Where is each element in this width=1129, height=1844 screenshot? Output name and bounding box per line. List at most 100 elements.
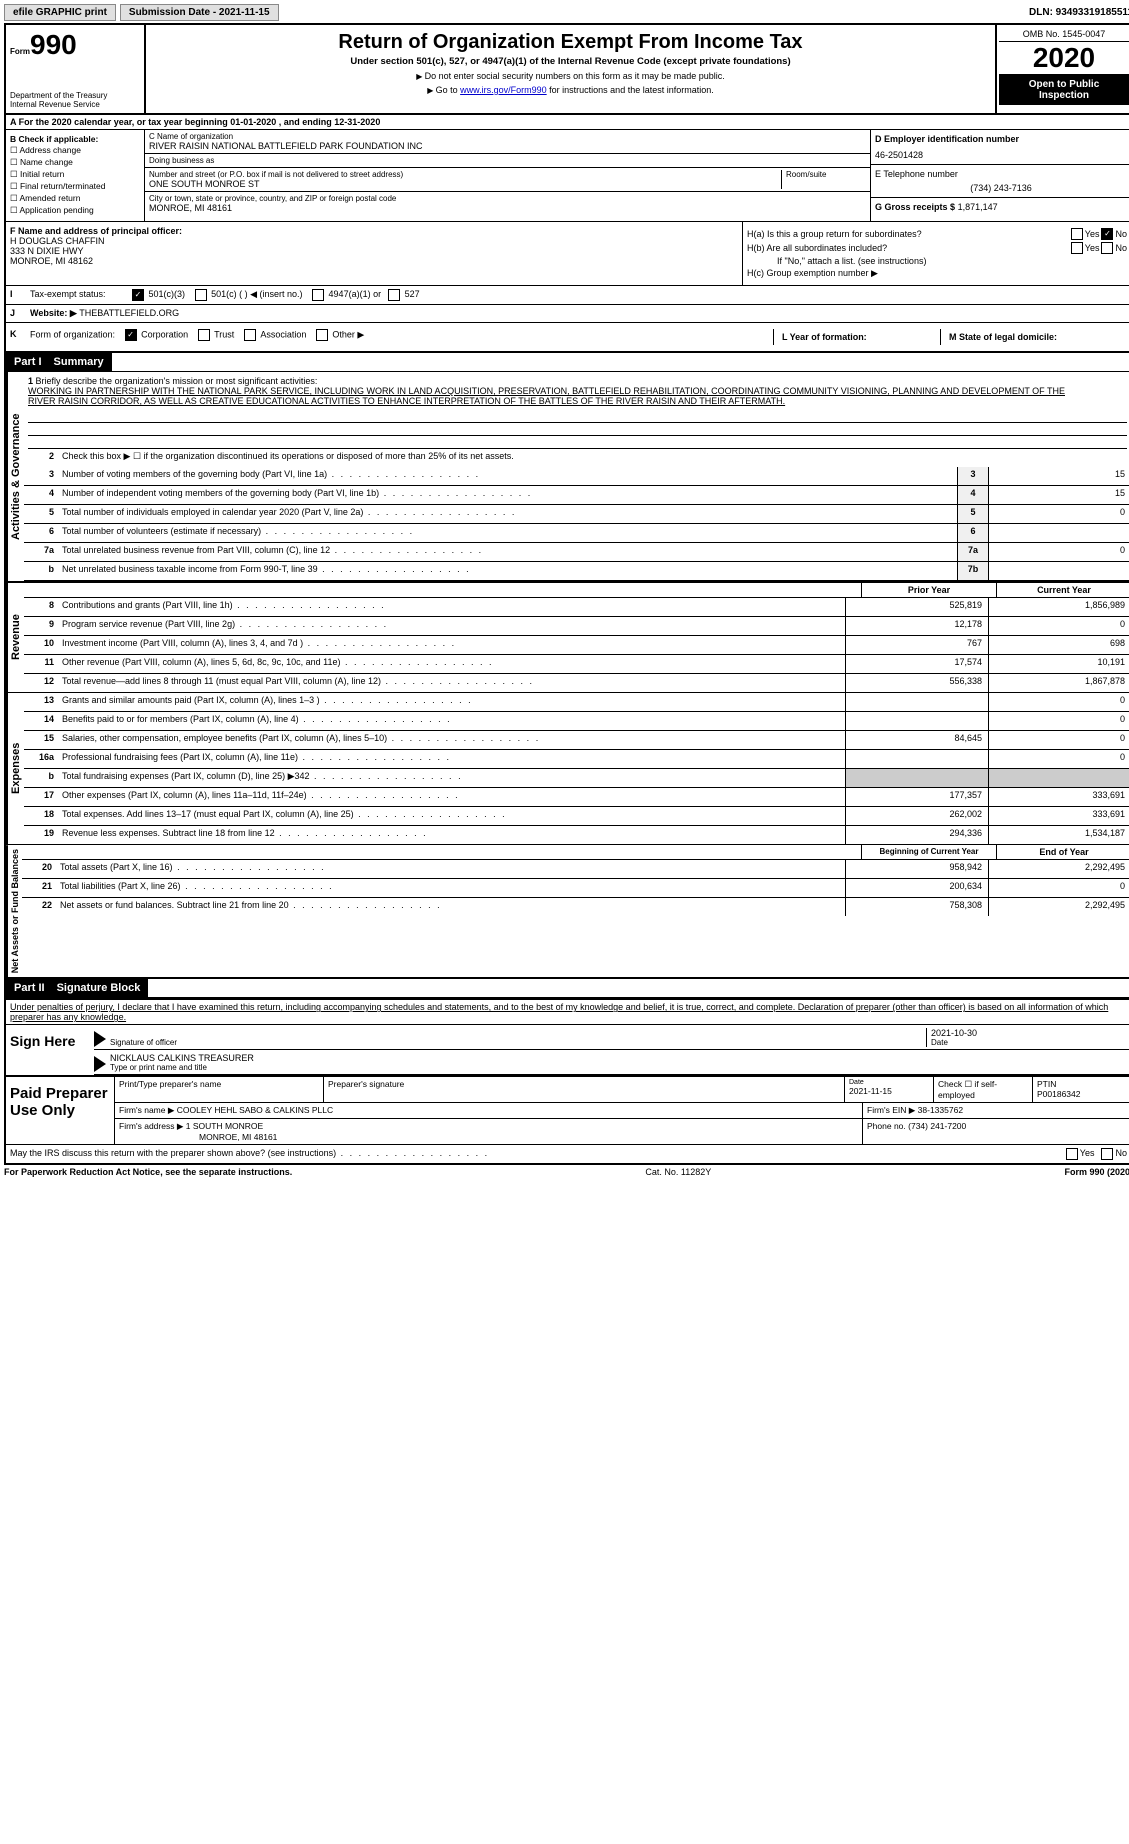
opt-assoc: Association xyxy=(260,329,306,339)
table-row: 17 Other expenses (Part IX, column (A), … xyxy=(24,788,1129,807)
table-row: 3 Number of voting members of the govern… xyxy=(24,467,1129,486)
city-label: City or town, state or province, country… xyxy=(149,194,396,203)
sig-date-value: 2021-10-30 xyxy=(931,1028,1129,1038)
line-text: Number of independent voting members of … xyxy=(58,486,957,504)
goto-text: Go to xyxy=(436,85,461,95)
line-text: Number of voting members of the governin… xyxy=(58,467,957,485)
mission-rule-3 xyxy=(28,436,1127,449)
table-row: 13 Grants and similar amounts paid (Part… xyxy=(24,693,1129,712)
expenses-section: Expenses 13 Grants and similar amounts p… xyxy=(6,692,1129,844)
header-right: OMB No. 1545-0047 2020 Open to Public In… xyxy=(995,25,1129,113)
line-text: Total number of volunteers (estimate if … xyxy=(58,524,957,542)
cb-corporation[interactable] xyxy=(125,329,137,341)
form-subtitle: Under section 501(c), 527, or 4947(a)(1)… xyxy=(150,56,991,67)
line-value: 15 xyxy=(988,486,1129,504)
efile-print-button[interactable]: efile GRAPHIC print xyxy=(4,4,116,21)
table-row: 6 Total number of volunteers (estimate i… xyxy=(24,524,1129,543)
cb-address-change[interactable]: ☐ Address change xyxy=(10,145,140,156)
table-row: 21 Total liabilities (Part X, line 26) 2… xyxy=(22,879,1129,898)
part2-title: Signature Block xyxy=(49,979,149,997)
table-row: 11 Other revenue (Part VIII, column (A),… xyxy=(24,655,1129,674)
line2-text: Check this box ▶ ☐ if the organization d… xyxy=(58,449,1129,467)
row-i-label: I xyxy=(10,289,30,301)
current-value: 0 xyxy=(988,617,1129,635)
cb-association[interactable] xyxy=(244,329,256,341)
line-num: 7a xyxy=(24,543,58,561)
opt-trust: Trust xyxy=(214,329,234,339)
current-value: 0 xyxy=(988,712,1129,730)
irs-link[interactable]: www.irs.gov/Form990 xyxy=(460,85,547,95)
table-row: 19 Revenue less expenses. Subtract line … xyxy=(24,826,1129,844)
city-state-zip: MONROE, MI 48161 xyxy=(149,203,396,213)
check-self-employed[interactable]: Check ☐ if self-employed xyxy=(934,1077,1033,1102)
form-header: Form990 Department of the Treasury Inter… xyxy=(6,25,1129,115)
top-bar: efile GRAPHIC print Submission Date - 20… xyxy=(4,4,1129,21)
cb-final-return[interactable]: ☐ Final return/terminated xyxy=(10,181,140,192)
cb-4947[interactable] xyxy=(312,289,324,301)
may-irs-no-checkbox[interactable] xyxy=(1101,1148,1113,1160)
box-d: D Employer identification number 46-2501… xyxy=(870,130,1129,221)
line1-label: Briefly describe the organization's miss… xyxy=(36,376,318,386)
side-expenses: Expenses xyxy=(6,693,24,844)
cb-501c[interactable] xyxy=(195,289,207,301)
net-assets-section: Net Assets or Fund Balances Beginning of… xyxy=(6,844,1129,977)
cb-527[interactable] xyxy=(388,289,400,301)
line-num: 20 xyxy=(22,860,56,878)
line-num: 19 xyxy=(24,826,58,844)
ha-no-checkbox[interactable] xyxy=(1101,228,1113,240)
line-text: Investment income (Part VIII, column (A)… xyxy=(58,636,845,654)
box-b-title: B Check if applicable: xyxy=(10,134,140,144)
cb-amended[interactable]: ☐ Amended return xyxy=(10,193,140,204)
form-number: Form990 xyxy=(10,29,140,61)
line-num: 8 xyxy=(24,598,58,616)
cb-name-change[interactable]: ☐ Name change xyxy=(10,157,140,168)
row-k-label: K xyxy=(10,329,30,345)
room-suite-label: Room/suite xyxy=(781,170,866,189)
paid-preparer-label: Paid Preparer Use Only xyxy=(6,1077,115,1144)
dln-label: DLN: 93493319185511 xyxy=(1029,7,1129,18)
firm-ein-label: Firm's EIN ▶ xyxy=(867,1105,915,1115)
hb-note: If "No," attach a list. (see instruction… xyxy=(747,256,1127,266)
instructions-note: Go to www.irs.gov/Form990 for instructio… xyxy=(150,85,991,95)
may-irs-yes-checkbox[interactable] xyxy=(1066,1148,1078,1160)
line-num: 5 xyxy=(24,505,58,523)
ha-label: H(a) Is this a group return for subordin… xyxy=(747,229,1069,239)
table-row: 7a Total unrelated business revenue from… xyxy=(24,543,1129,562)
line-num: 12 xyxy=(24,674,58,692)
activities-governance-section: Activities & Governance 1 Briefly descri… xyxy=(6,372,1129,581)
line-text: Net assets or fund balances. Subtract li… xyxy=(56,898,845,916)
prep-sig-label: Preparer's signature xyxy=(324,1077,845,1102)
prior-value: 294,336 xyxy=(845,826,988,844)
prior-value: 12,178 xyxy=(845,617,988,635)
mission-rule-1 xyxy=(28,410,1127,423)
table-row: 15 Salaries, other compensation, employe… xyxy=(24,731,1129,750)
prep-date-value: 2021-11-15 xyxy=(849,1086,929,1096)
line-box: 3 xyxy=(957,467,988,485)
line-value: 15 xyxy=(988,467,1129,485)
ha-yes-checkbox[interactable] xyxy=(1071,228,1083,240)
cb-application[interactable]: ☐ Application pending xyxy=(10,205,140,216)
table-row: 16a Professional fundraising fees (Part … xyxy=(24,750,1129,769)
firm-phone-value: (734) 241-7200 xyxy=(908,1121,966,1131)
page-footer: For Paperwork Reduction Act Notice, see … xyxy=(4,1165,1129,1179)
hb-yes-checkbox[interactable] xyxy=(1071,242,1083,254)
footer-cat-no: Cat. No. 11282Y xyxy=(292,1167,1064,1177)
website-value: THEBATTLEFIELD.ORG xyxy=(79,308,179,319)
line-num: b xyxy=(24,769,58,787)
submission-date-button[interactable]: Submission Date - 2021-11-15 xyxy=(120,4,279,21)
line-text: Total unrelated business revenue from Pa… xyxy=(58,543,957,561)
cb-initial-return[interactable]: ☐ Initial return xyxy=(10,169,140,180)
current-value: 1,867,878 xyxy=(988,674,1129,692)
row-i: I Tax-exempt status: 501(c)(3) 501(c) ( … xyxy=(6,286,1129,305)
paid-preparer-section: Paid Preparer Use Only Print/Type prepar… xyxy=(6,1075,1129,1144)
line-value: 0 xyxy=(988,543,1129,561)
table-row: b Total fundraising expenses (Part IX, c… xyxy=(24,769,1129,788)
gross-receipts-value: 1,871,147 xyxy=(958,202,998,212)
cb-other[interactable] xyxy=(316,329,328,341)
line-text: Other revenue (Part VIII, column (A), li… xyxy=(58,655,845,673)
hb-no-checkbox[interactable] xyxy=(1101,242,1113,254)
col-prior-year: Prior Year xyxy=(861,583,996,597)
cb-501c3[interactable] xyxy=(132,289,144,301)
cb-trust[interactable] xyxy=(198,329,210,341)
current-value: 0 xyxy=(988,731,1129,749)
